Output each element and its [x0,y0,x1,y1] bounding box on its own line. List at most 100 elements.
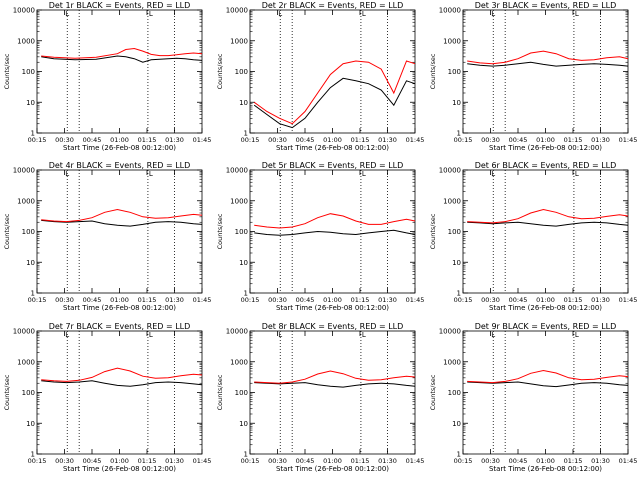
lld-series-line [467,50,629,65]
x-tick-label: 01:00 [323,136,342,144]
lld-series-line [253,60,416,125]
marker-label: L [362,331,366,339]
x-tick-label: 00:45 [296,296,315,304]
chart-panel: Det 9r BLACK = Events, RED = LLD 1 10 100 10… [429,322,638,473]
x-tick-label: 00:15 [28,296,47,304]
y-tick-label: 100 [448,228,461,236]
y-tick-label: 10 [452,420,461,428]
x-tick-label: 00:30 [481,296,500,304]
x-tick-label: 00:45 [509,457,528,465]
x-axis-label: Start Time (26-Feb-08 00:12:00) [276,465,389,473]
chart-title: Det 4r BLACK = Events, RED = LLD [49,161,191,170]
x-tick-label: 00:45 [509,136,528,144]
x-tick-label: 01:00 [323,296,342,304]
x-tick-label: 01:30 [378,296,397,304]
x-axis-label: Start Time (26-Feb-08 00:12:00) [276,304,389,312]
x-tick-label: 01:45 [193,457,212,465]
y-axis-label: Counts/sec [429,53,437,89]
x-tick-label: 01:45 [406,296,425,304]
x-tick-label: 01:15 [564,136,583,144]
y-tick-label: 1 [244,130,248,138]
plot-frame [249,9,416,134]
chart-title: Det 9r BLACK = Events, RED = LLD [475,322,617,331]
x-tick-label: 01:30 [378,136,397,144]
plot-frame [462,169,629,294]
y-axis-label: Counts/sec [216,374,224,410]
marker-label: L [149,331,153,339]
x-tick-label: 00:45 [83,457,102,465]
x-tick-label: 01:15 [351,296,370,304]
y-tick-label: 1000 [443,37,461,45]
marker-label: L [149,170,153,178]
x-tick-label: 01:45 [406,457,425,465]
y-tick-label: 1 [244,451,248,459]
x-tick-label: 00:45 [296,136,315,144]
marker-label: L [278,331,282,339]
lld-series-line [254,370,416,384]
marker-label: L [65,170,69,178]
y-axis-label: Counts/sec [216,213,224,249]
events-series-line [254,382,416,388]
y-axis-label: Counts/sec [3,213,11,249]
plot-frame [249,169,416,294]
x-axis-label: Start Time (26-Feb-08 00:12:00) [63,144,176,152]
x-tick-label: 01:30 [165,136,184,144]
lld-series-line [467,208,629,224]
x-tick-label: 01:15 [138,457,157,465]
events-series-line [41,380,203,387]
chart-title: Det 8r BLACK = Events, RED = LLD [262,322,404,331]
x-tick-label: 01:00 [536,136,555,144]
x-tick-label: 01:45 [619,457,638,465]
x-axis-label: Start Time (26-Feb-08 00:12:00) [276,144,389,152]
chart-panel: Det 1r BLACK = Events, RED = LLD 1 10 100 10… [3,1,212,152]
y-tick-label: 100 [22,228,35,236]
y-tick-label: 1 [31,451,35,459]
marker-label: L [575,331,579,339]
x-tick-label: 00:45 [509,296,528,304]
chart-panel: Det 6r BLACK = Events, RED = LLD 1 10 100 10… [429,161,638,312]
x-tick-label: 01:45 [619,296,638,304]
y-tick-label: 100 [235,68,248,76]
events-series-line [467,61,629,67]
x-tick-label: 00:30 [268,296,287,304]
x-tick-label: 01:00 [110,296,129,304]
y-tick-label: 100 [22,68,35,76]
chart-panel: Det 3r BLACK = Events, RED = LLD 1 10 100 10… [429,1,637,152]
y-tick-label: 1 [457,130,461,138]
events-series-line [41,219,203,227]
y-tick-label: 10000 [226,167,248,175]
chart-panel: Det 5r BLACK = Events, RED = LLD 1 10 100 10… [216,161,425,312]
marker-label: L [278,10,282,18]
x-tick-label: 01:00 [110,136,129,144]
lld-series-line [467,369,629,384]
x-tick-label: 01:45 [193,296,212,304]
y-axis-label: Counts/sec [429,374,437,410]
x-tick-label: 01:00 [536,296,555,304]
x-tick-label: 01:45 [193,136,212,144]
y-tick-label: 1000 [17,197,35,205]
marker-label: L [491,10,495,18]
marker-label: L [491,170,495,178]
y-tick-label: 1000 [17,358,35,366]
x-tick-label: 00:30 [55,136,74,144]
y-tick-label: 10 [26,99,35,107]
x-tick-label: 00:15 [241,296,260,304]
y-tick-label: 1000 [230,358,248,366]
y-tick-label: 10000 [13,7,35,15]
y-tick-label: 1 [457,290,461,298]
x-tick-label: 00:45 [296,457,315,465]
y-tick-label: 100 [448,389,461,397]
x-tick-label: 01:30 [591,136,610,144]
y-tick-label: 10 [26,420,35,428]
plot-frame [36,169,203,294]
y-axis-label: Counts/sec [3,374,11,410]
y-tick-label: 10000 [226,7,248,15]
y-axis-label: Counts/sec [429,213,437,249]
x-tick-label: 01:15 [564,457,583,465]
y-tick-label: 10000 [13,167,35,175]
x-tick-label: 00:15 [28,457,47,465]
events-series-line [254,229,416,236]
events-series-line [467,381,629,388]
x-tick-label: 01:30 [591,296,610,304]
chart-panel: Det 8r BLACK = Events, RED = LLD 1 10 100 10… [216,322,425,473]
